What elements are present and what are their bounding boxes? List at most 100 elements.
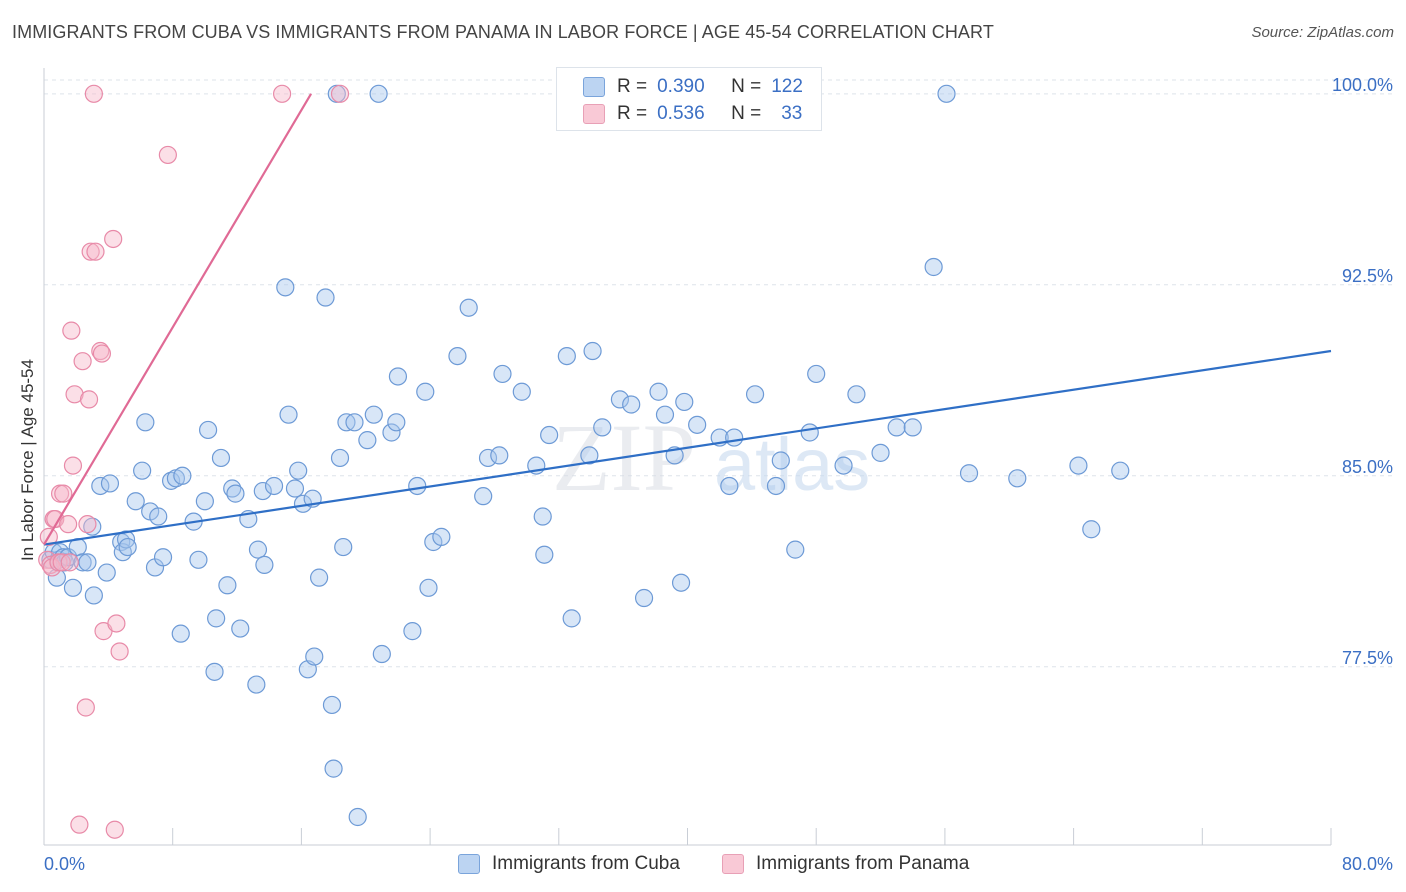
cuba-point	[1069, 456, 1088, 475]
cuba-point	[226, 484, 245, 503]
cuba-point	[766, 476, 786, 496]
cuba-point	[279, 405, 298, 424]
cuba-point	[937, 84, 956, 103]
cuba-point	[847, 385, 866, 404]
panama-point	[110, 642, 129, 661]
panama-point	[73, 352, 92, 371]
cuba-point	[1111, 461, 1130, 480]
cuba-point	[382, 423, 401, 442]
cuba-point	[223, 479, 242, 498]
cuba-legend-swatch	[458, 854, 480, 874]
bottom-legend-cuba: Immigrants from Cuba	[458, 851, 680, 877]
cuba-n-value: 122	[771, 76, 803, 97]
cuba-point	[1008, 469, 1027, 488]
chart-title: IMMIGRANTS FROM CUBA VS IMMIGRANTS FROM …	[12, 22, 994, 42]
cuba-point	[322, 695, 342, 715]
panama-point	[79, 390, 99, 409]
cuba-point	[189, 550, 208, 569]
cuba-point	[207, 609, 226, 628]
cuba-point	[198, 420, 218, 440]
panama-point	[62, 321, 81, 340]
watermark: ZIP atlas	[552, 404, 870, 511]
bottom-legend-panama: Immigrants from Panama	[722, 851, 969, 877]
x-tick-label-end: 80.0%	[1342, 854, 1393, 874]
panama-point	[330, 84, 350, 103]
cuba-point	[289, 461, 308, 480]
panama-trend-line	[43, 93, 312, 546]
cuba-point	[432, 527, 451, 546]
cuba-point	[800, 423, 819, 442]
panama-swatch	[583, 104, 605, 124]
cuba-point	[478, 448, 498, 468]
panama-point	[92, 344, 112, 363]
cuba-point	[211, 448, 231, 468]
cuba-point	[622, 395, 641, 414]
cuba-point	[78, 553, 97, 572]
panama-point	[54, 484, 73, 503]
cuba-point	[305, 647, 324, 666]
correlation-legend: R = 0.390 N = 122 R = 0.536 N = 33	[556, 67, 822, 131]
cuba-point	[649, 382, 668, 401]
cuba-point	[264, 476, 284, 496]
cuba-point	[126, 492, 145, 511]
cuba-swatch	[583, 77, 605, 97]
cuba-point	[459, 298, 478, 317]
cuba-point	[655, 405, 675, 424]
panama-point	[65, 385, 84, 404]
cuba-point	[1082, 520, 1101, 539]
cuba-point	[610, 390, 630, 409]
panama-n-label: N =	[731, 103, 762, 124]
cuba-point	[416, 382, 435, 401]
cuba-point	[745, 385, 765, 404]
panama-point	[107, 614, 126, 633]
panama-point	[59, 515, 78, 534]
cuba-point	[364, 405, 383, 424]
panama-legend-swatch	[722, 854, 744, 874]
cuba-point	[330, 448, 350, 468]
cuba-point	[583, 341, 602, 361]
cuba-point	[324, 759, 343, 778]
legend-row-panama: R = 0.536 N = 33	[583, 102, 802, 126]
cuba-point	[84, 586, 103, 605]
panama-point	[76, 698, 95, 717]
cuba-point	[834, 456, 853, 475]
cuba-point	[671, 573, 691, 592]
cuba-point	[535, 545, 554, 564]
y-tick-label: 92.5%	[1342, 266, 1393, 286]
cuba-point	[771, 451, 790, 470]
cuba-point	[540, 425, 559, 445]
cuba-point	[580, 446, 599, 465]
cuba-point	[688, 415, 707, 434]
panama-point	[84, 84, 103, 103]
cuba-point	[83, 517, 102, 536]
y-tick-label: 77.5%	[1342, 648, 1393, 668]
cuba-point	[408, 476, 427, 496]
cuba-point	[309, 568, 329, 587]
panama-point	[63, 456, 83, 475]
panama-point	[78, 515, 97, 534]
trend-layer	[43, 93, 1332, 546]
panama-point	[60, 553, 79, 572]
cuba-point	[161, 471, 181, 490]
panama-points	[38, 84, 350, 839]
cuba-point	[231, 619, 250, 638]
cuba-point	[871, 443, 890, 462]
y-tick-label: 100.0%	[1332, 75, 1393, 95]
cuba-point	[372, 644, 391, 664]
cuba-point	[153, 548, 173, 567]
cuba-point	[73, 553, 92, 572]
panama-n-value: 33	[781, 103, 803, 124]
cuba-point	[959, 464, 979, 483]
cuba-point	[474, 487, 493, 506]
cuba-point	[675, 392, 694, 412]
legend-row-cuba: R = 0.390 N = 122	[583, 75, 803, 99]
cuba-point	[218, 576, 237, 595]
cuba-point	[557, 346, 576, 366]
cuba-point	[133, 461, 152, 480]
cuba-point	[490, 446, 509, 465]
cuba-point	[100, 474, 120, 493]
cuba-point	[63, 578, 83, 597]
cuba-point	[388, 367, 408, 386]
panama-point	[105, 820, 124, 839]
cuba-point	[248, 540, 268, 559]
